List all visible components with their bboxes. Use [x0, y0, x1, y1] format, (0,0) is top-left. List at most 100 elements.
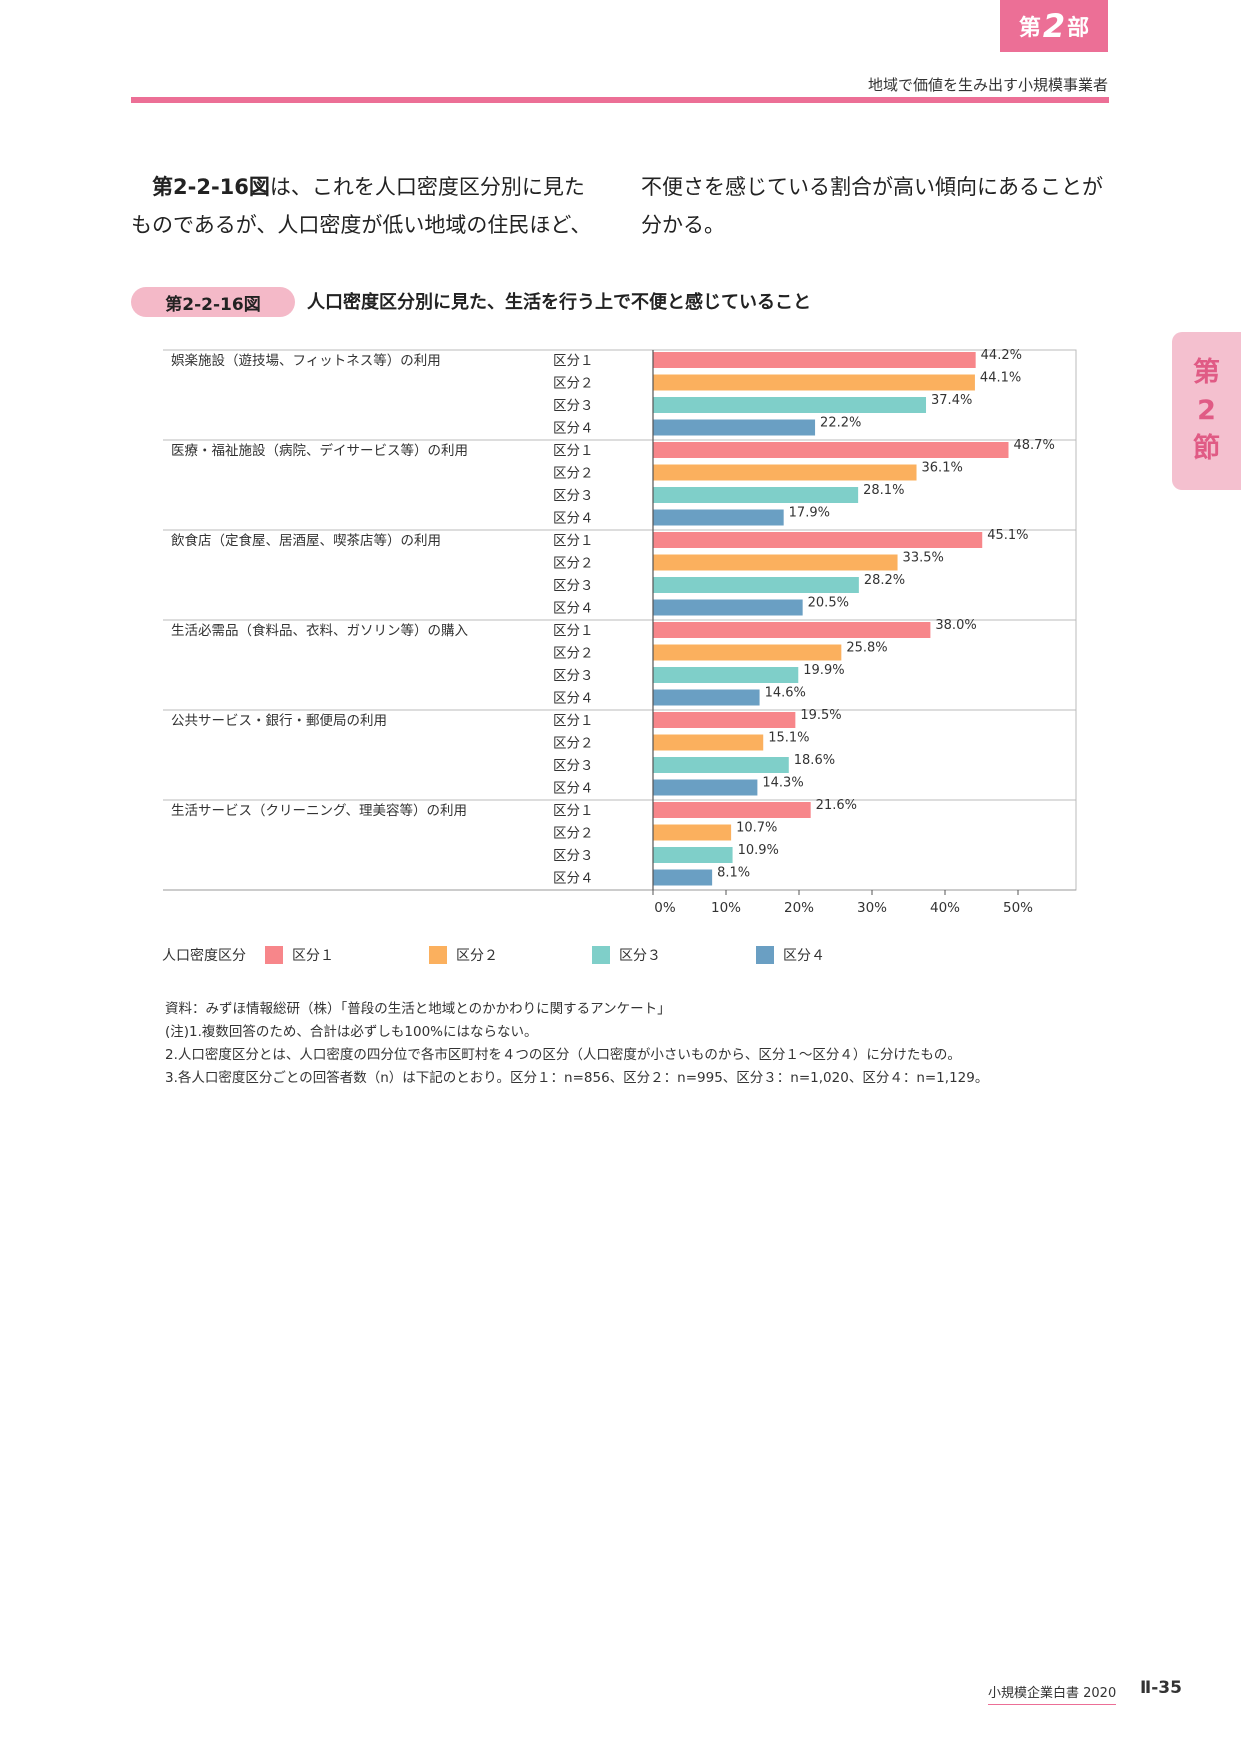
series-label: 区分４: [553, 871, 594, 887]
body-text-left: 第2-2-16図は、これを人口密度区分別に見た ものであるが、人口密度が低い地域…: [131, 168, 611, 244]
series-label: 区分３: [553, 488, 594, 504]
category-label: 飲食店（定食屋、居酒屋、喫茶店等）の利用: [171, 532, 441, 549]
legend-swatch: [756, 946, 774, 964]
note-source: 資料：みずほ情報総研（株）「普段の生活と地域とのかかわりに関するアンケート」: [165, 1001, 671, 1017]
series-label: 区分３: [553, 758, 594, 774]
legend-swatch: [265, 946, 283, 964]
legend-swatch: [592, 946, 610, 964]
legend-item: 区分４: [756, 945, 825, 965]
section-tab-char-2: 2: [1197, 395, 1216, 426]
value-label: 19.9%: [803, 663, 844, 678]
x-tick-label: 20%: [784, 900, 814, 916]
series-label: 区分２: [553, 736, 594, 752]
x-tick-label: 40%: [930, 900, 960, 916]
x-tick-label: 30%: [857, 900, 887, 916]
value-label: 37.4%: [931, 393, 972, 408]
series-label: 区分２: [553, 646, 594, 662]
category-label: 娯楽施設（遊技場、フィットネス等）の利用: [171, 352, 441, 369]
body-left-line-1: 第2-2-16図は、これを人口密度区分別に見た: [131, 168, 611, 206]
bar: [653, 734, 764, 751]
part-tab-prefix: 第: [1018, 16, 1041, 41]
bar: [653, 487, 859, 503]
legend-label: 区分２: [456, 948, 498, 964]
part-tab: 第 2 部: [1000, 0, 1108, 52]
body-right-line-2: 分かる。: [641, 213, 725, 237]
value-label: 48.7%: [1014, 438, 1055, 453]
value-label: 28.2%: [864, 573, 905, 588]
bar: [653, 824, 732, 841]
series-label: 区分２: [553, 556, 594, 572]
value-label: 15.1%: [768, 731, 809, 746]
bar: [653, 689, 760, 706]
value-label: 14.6%: [765, 686, 806, 701]
series-label: 区分３: [553, 848, 594, 864]
footer-title: 小規模企業白書 2020: [988, 1682, 1117, 1705]
page-number: Ⅱ-35: [1140, 1678, 1182, 1698]
note-3: 3.各人口密度区分ごとの回答者数（n）は下記のとおり。区分１：n=856、区分２…: [165, 1070, 989, 1086]
bar: [653, 397, 927, 413]
bar: [653, 802, 811, 818]
value-label: 8.1%: [717, 866, 750, 881]
notes: 資料：みずほ情報総研（株）「普段の生活と地域とのかかわりに関するアンケート」 (…: [165, 998, 988, 1090]
legend-label: 区分１: [292, 948, 334, 964]
bar-chart: 娯楽施設（遊技場、フィットネス等）の利用 区分１ 44.2%区分２ 44.1%区分３ 3…: [163, 348, 1077, 916]
category-label: 公共サービス・銀行・郵便局の利用: [171, 713, 387, 729]
part-tab-suffix: 部: [1067, 16, 1090, 41]
header-rule: [131, 97, 1109, 103]
body-text-right: 不便さを感じている割合が高い傾向にあることが 分かる。: [641, 168, 1121, 244]
note-2: 2.人口密度区分とは、人口密度の四分位で各市区町村を４つの区分（人口密度が小さい…: [165, 1047, 961, 1063]
value-label: 22.2%: [820, 416, 861, 431]
body-left-line-1-rest: は、これを人口密度区分別に見た: [269, 175, 585, 199]
part-tab-number: 2: [1042, 7, 1066, 45]
header-subtitle: 地域で価値を生み出す小規模事業者: [867, 76, 1108, 94]
bar: [653, 464, 917, 481]
series-label: 区分１: [553, 443, 594, 459]
series-label: 区分４: [553, 691, 594, 707]
series-label: 区分３: [553, 578, 594, 594]
value-label: 25.8%: [846, 641, 887, 656]
section-tab-char-1: 第: [1193, 357, 1220, 388]
value-label: 20.5%: [808, 596, 849, 611]
value-label: 28.1%: [863, 483, 904, 498]
value-label: 21.6%: [816, 798, 857, 813]
series-label: 区分１: [553, 713, 594, 729]
series-label: 区分４: [553, 421, 594, 437]
figure-title: 人口密度区分別に見た、生活を行う上で不便と感じていること: [307, 292, 811, 313]
series-label: 区分３: [553, 398, 594, 414]
series-label: 区分２: [553, 466, 594, 482]
x-tick-label: 50%: [1003, 900, 1033, 916]
legend-label: 区分４: [783, 948, 825, 964]
value-label: 10.7%: [736, 821, 777, 836]
section-tab-char-3: 節: [1193, 433, 1220, 464]
x-tick-label: 10%: [711, 900, 741, 916]
section-tab: 第 2 節: [1172, 332, 1241, 490]
series-label: 区分４: [553, 601, 594, 617]
value-label: 38.0%: [935, 618, 976, 633]
body-left-line-2: ものであるが、人口密度が低い地域の住民ほど、: [131, 213, 592, 237]
value-label: 18.6%: [794, 753, 835, 768]
series-label: 区分４: [553, 511, 594, 527]
bar: [653, 509, 784, 526]
figure-reference: 第2-2-16図: [152, 175, 270, 199]
series-label: 区分１: [553, 353, 594, 369]
category-label: 医療・福祉施設（病院、デイサービス等）の利用: [171, 442, 468, 459]
bar: [653, 442, 1009, 458]
bar: [653, 554, 898, 571]
bar: [653, 644, 842, 661]
legend-title: 人口密度区分: [162, 948, 246, 964]
value-label: 14.3%: [762, 776, 803, 791]
series-label: 区分１: [553, 623, 594, 639]
bar: [653, 532, 983, 548]
bar: [653, 869, 713, 886]
x-tick-label: 0%: [654, 900, 676, 916]
series-label: 区分２: [553, 826, 594, 842]
bar: [653, 352, 976, 368]
body-right-line-1: 不便さを感じている割合が高い傾向にあることが: [641, 175, 1103, 199]
series-label: 区分１: [553, 533, 594, 549]
value-label: 10.9%: [738, 843, 779, 858]
bar: [653, 599, 803, 616]
series-label: 区分２: [553, 376, 594, 392]
legend-label: 区分３: [619, 948, 661, 964]
bar: [653, 847, 733, 863]
legend-item: 区分２: [429, 945, 498, 965]
